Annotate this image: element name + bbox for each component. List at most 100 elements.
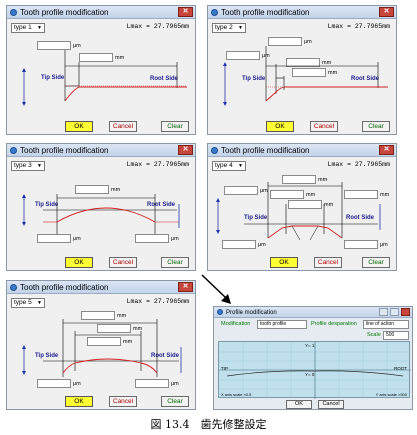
type-dropdown[interactable]: type 3 ▼	[11, 161, 45, 171]
app-icon	[10, 147, 17, 154]
type-dropdown[interactable]: type 4 ▼	[212, 161, 246, 171]
clear-button[interactable]: Clear	[161, 257, 189, 268]
unit-label: μm	[73, 381, 81, 387]
close-button[interactable]	[401, 308, 410, 316]
lmax-readout: Lmax = 27.7965mm	[327, 23, 390, 30]
title-bar: Tooth profile modification ✕	[7, 281, 195, 294]
tip-side-label: Tip Side	[41, 75, 65, 81]
ok-button[interactable]: OK	[65, 396, 93, 407]
minimize-button[interactable]	[379, 308, 388, 316]
dialog-title: Tooth profile modification	[221, 8, 310, 17]
tip-amount-input[interactable]	[268, 37, 302, 46]
close-button[interactable]: ✕	[379, 7, 394, 17]
tip-length-input[interactable]	[270, 190, 304, 199]
app-icon	[217, 309, 223, 315]
unit-label: mm	[115, 55, 125, 61]
mid-length-input[interactable]	[87, 337, 121, 346]
root-side-label: Root Side	[346, 215, 374, 221]
ok-button[interactable]: OK	[65, 121, 93, 132]
tip-length-input[interactable]	[286, 58, 320, 67]
tip-amount-input[interactable]	[37, 234, 71, 243]
tip-length-input[interactable]	[79, 53, 113, 62]
scale-row: Scale 500	[217, 331, 409, 341]
dialog-type-4: Tooth profile modification ✕ type 4 ▼ Lma…	[207, 143, 397, 271]
dialog-title: Tooth profile modification	[20, 8, 109, 17]
unit-label: mm	[306, 192, 316, 198]
profile-plot-grid	[219, 342, 411, 399]
clear-button[interactable]: Clear	[362, 121, 390, 132]
lmax-readout: Lmax = 27.7965mm	[126, 23, 189, 30]
title-bar: Tooth profile modification ✕	[208, 144, 396, 157]
ok-button[interactable]: OK	[266, 121, 294, 132]
tip-side-label: Tip Side	[35, 202, 59, 208]
close-button[interactable]: ✕	[379, 145, 394, 155]
dialog-title: Tooth profile modification	[20, 146, 109, 155]
ok-button[interactable]: OK	[270, 257, 298, 268]
modification-select[interactable]: tooth profile	[257, 320, 307, 329]
cancel-button[interactable]: Cancel	[109, 396, 137, 407]
dialog-type-5: Tooth profile modification ✕ type 5 ▼ Lma…	[6, 280, 196, 410]
root-length-input[interactable]	[344, 190, 378, 199]
total-length-input[interactable]	[81, 311, 115, 320]
maximize-button[interactable]	[390, 308, 399, 316]
chevron-down-icon: ▼	[37, 25, 42, 31]
root-side-label: Root Side	[147, 202, 175, 208]
tip-length-input[interactable]	[97, 324, 131, 333]
ok-button[interactable]: OK	[65, 257, 93, 268]
total-length-input[interactable]	[282, 175, 316, 184]
modification-row: Modification tooth profile Profile despa…	[217, 320, 409, 330]
profile-modification-window: Profile modification Modification tooth …	[213, 306, 413, 410]
deviation-select[interactable]: line of action	[363, 320, 409, 329]
type-dropdown[interactable]: type 5 ▼	[11, 298, 45, 308]
unit-label: mm	[117, 313, 127, 319]
unit-label: mm	[318, 177, 328, 183]
root-amount-input[interactable]	[135, 379, 169, 388]
tip-label: TIP	[221, 366, 229, 371]
mid-length-input[interactable]	[292, 68, 326, 77]
cancel-button[interactable]: Cancel	[109, 257, 137, 268]
start-input[interactable]	[226, 51, 260, 60]
chevron-down-icon: ▼	[37, 163, 42, 169]
bottom-marker: Y= 0	[305, 372, 315, 377]
total-length-input[interactable]	[75, 185, 109, 194]
app-icon	[10, 284, 17, 291]
chevron-down-icon: ▼	[238, 163, 243, 169]
unit-label: μm	[260, 188, 268, 194]
start-input[interactable]	[224, 186, 258, 195]
tip-amount-input[interactable]	[222, 240, 256, 249]
cancel-button[interactable]: Cancel	[314, 257, 342, 268]
close-button[interactable]: ✕	[178, 282, 193, 292]
type-dropdown[interactable]: type 2 ▼	[212, 23, 246, 33]
unit-label: mm	[123, 339, 133, 345]
tip-amount-input[interactable]	[37, 41, 71, 50]
type-dropdown-value: type 1	[14, 24, 32, 31]
type-dropdown-value: type 3	[14, 162, 32, 169]
app-icon	[10, 9, 17, 16]
cancel-button[interactable]: Cancel	[318, 400, 344, 409]
scale-select[interactable]: 500	[383, 331, 409, 340]
mid-length-input[interactable]	[288, 200, 322, 209]
cancel-button[interactable]: Cancel	[109, 121, 137, 132]
type-dropdown[interactable]: type 1 ▼	[11, 23, 45, 33]
type-dropdown-value: type 5	[14, 299, 32, 306]
tip-amount-input[interactable]	[37, 379, 71, 388]
ok-button[interactable]: OK	[286, 400, 312, 409]
clear-button[interactable]: Clear	[161, 121, 189, 132]
profile-diagram	[22, 50, 187, 106]
profile-diagram	[22, 194, 180, 234]
x-axis-note: X axis scale ×0.5	[221, 392, 252, 397]
cancel-button[interactable]: Cancel	[310, 121, 338, 132]
tip-side-label: Tip Side	[242, 76, 266, 82]
close-button[interactable]: ✕	[178, 145, 193, 155]
clear-button[interactable]: Clear	[362, 257, 390, 268]
unit-label: μm	[380, 242, 388, 248]
lmax-readout: Lmax = 27.7965mm	[126, 298, 189, 305]
clear-button[interactable]: Clear	[161, 396, 189, 407]
unit-label: mm	[324, 202, 334, 208]
root-amount-input[interactable]	[135, 234, 169, 243]
unit-label: μm	[73, 236, 81, 242]
root-amount-input[interactable]	[344, 240, 378, 249]
profile-diagram	[216, 182, 381, 241]
unit-label: μm	[258, 242, 266, 248]
close-button[interactable]: ✕	[178, 7, 193, 17]
